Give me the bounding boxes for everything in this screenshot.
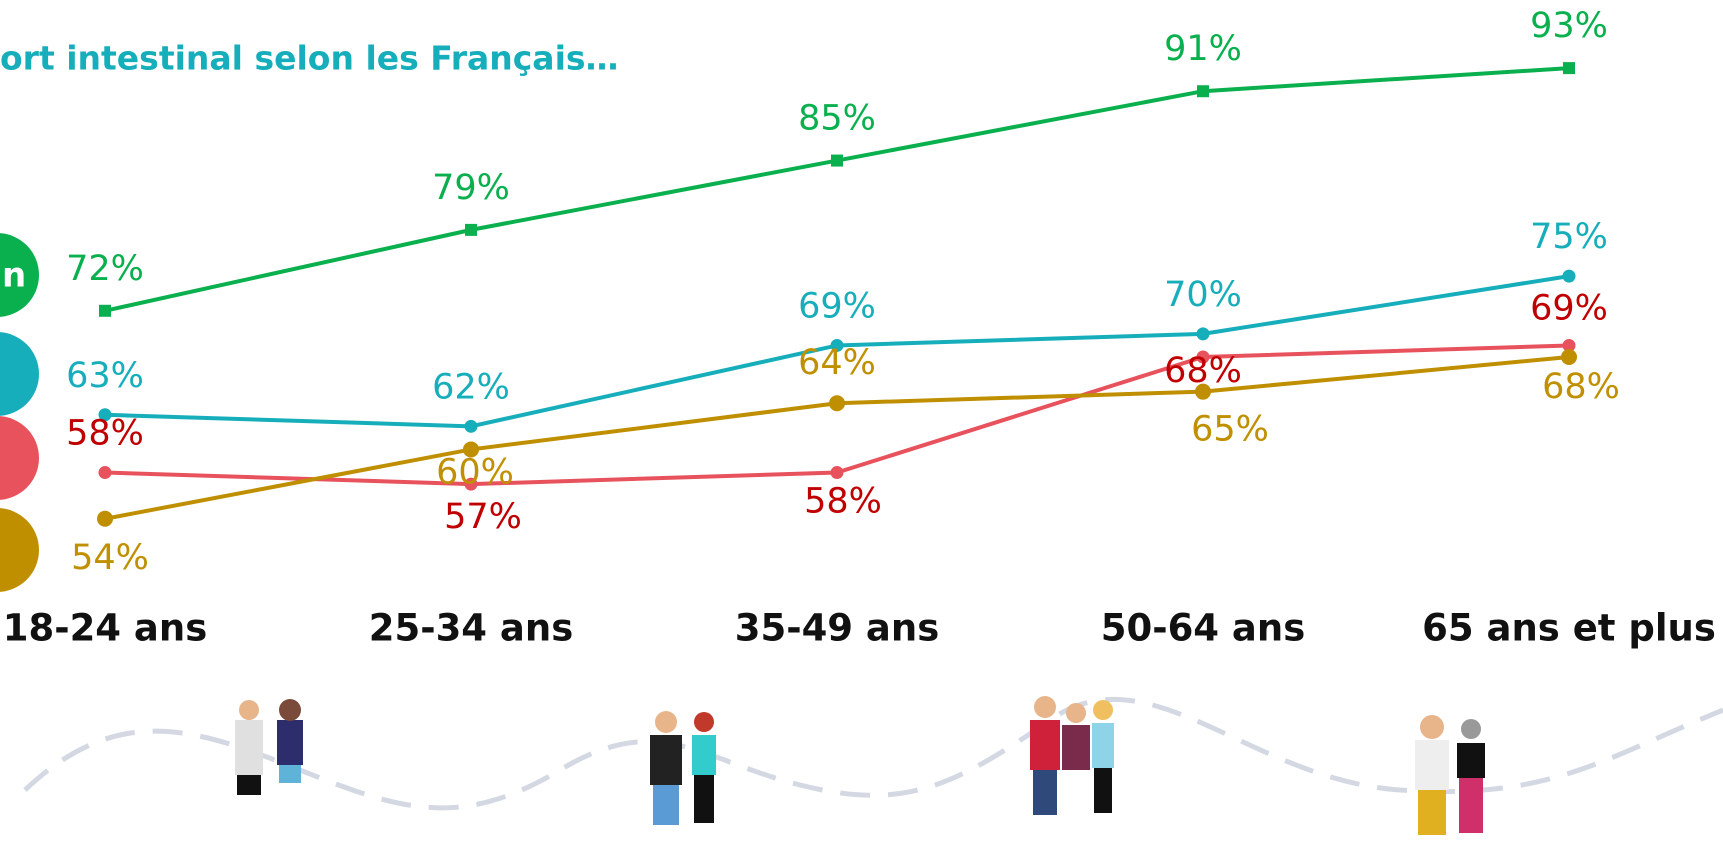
x-tick-label: 18-24 ans bbox=[3, 607, 208, 650]
data-label: 75% bbox=[1530, 217, 1608, 257]
x-tick-label: 65 ans et plus bbox=[1422, 607, 1716, 650]
data-point bbox=[1196, 350, 1210, 364]
data-label: 91% bbox=[1164, 29, 1242, 69]
data-label: 85% bbox=[798, 99, 876, 139]
data-label: 65% bbox=[1191, 410, 1269, 450]
legend-marker bbox=[0, 332, 39, 416]
data-label: 60% bbox=[436, 452, 514, 492]
data-label: 70% bbox=[1164, 275, 1242, 315]
data-point bbox=[99, 304, 111, 317]
data-point bbox=[98, 408, 112, 422]
data-label: 58% bbox=[66, 414, 144, 454]
data-point bbox=[98, 466, 112, 480]
data-label: 58% bbox=[804, 482, 882, 522]
data-point bbox=[830, 338, 844, 352]
legend-label: n bbox=[2, 256, 26, 296]
data-label: 69% bbox=[1530, 288, 1608, 328]
data-point bbox=[1561, 349, 1577, 365]
data-label: 57% bbox=[444, 497, 522, 537]
data-point bbox=[1563, 62, 1575, 75]
legend-marker bbox=[0, 416, 39, 500]
legend-marker bbox=[0, 508, 39, 592]
x-tick-label: 25-34 ans bbox=[369, 607, 574, 650]
data-label: 64% bbox=[798, 343, 876, 383]
illustrations bbox=[235, 696, 1485, 835]
data-label: 79% bbox=[432, 168, 510, 208]
legend-marker bbox=[0, 233, 39, 317]
data-point bbox=[1562, 338, 1576, 352]
data-point bbox=[464, 419, 478, 433]
data-label: 93% bbox=[1530, 6, 1608, 46]
data-label: 69% bbox=[798, 286, 876, 326]
x-tick-label: 35-49 ans bbox=[735, 607, 940, 650]
data-point bbox=[463, 441, 479, 458]
data-label: 62% bbox=[432, 367, 510, 407]
data-point bbox=[1197, 85, 1209, 98]
data-label: 54% bbox=[71, 538, 149, 578]
x-tick-label: 50-64 ans bbox=[1101, 607, 1306, 650]
chart-title: ort intestinal selon les Français… bbox=[0, 39, 619, 78]
data-point bbox=[1196, 327, 1210, 341]
data-point bbox=[97, 510, 113, 527]
data-point bbox=[1562, 269, 1576, 283]
data-point bbox=[1195, 383, 1211, 400]
data-point bbox=[831, 154, 843, 167]
data-label: 63% bbox=[66, 356, 144, 396]
data-point bbox=[465, 223, 477, 236]
data-point bbox=[829, 395, 845, 412]
data-label: 72% bbox=[66, 249, 144, 289]
data-point bbox=[830, 466, 844, 480]
data-label: 68% bbox=[1542, 367, 1620, 407]
data-point bbox=[464, 477, 478, 491]
